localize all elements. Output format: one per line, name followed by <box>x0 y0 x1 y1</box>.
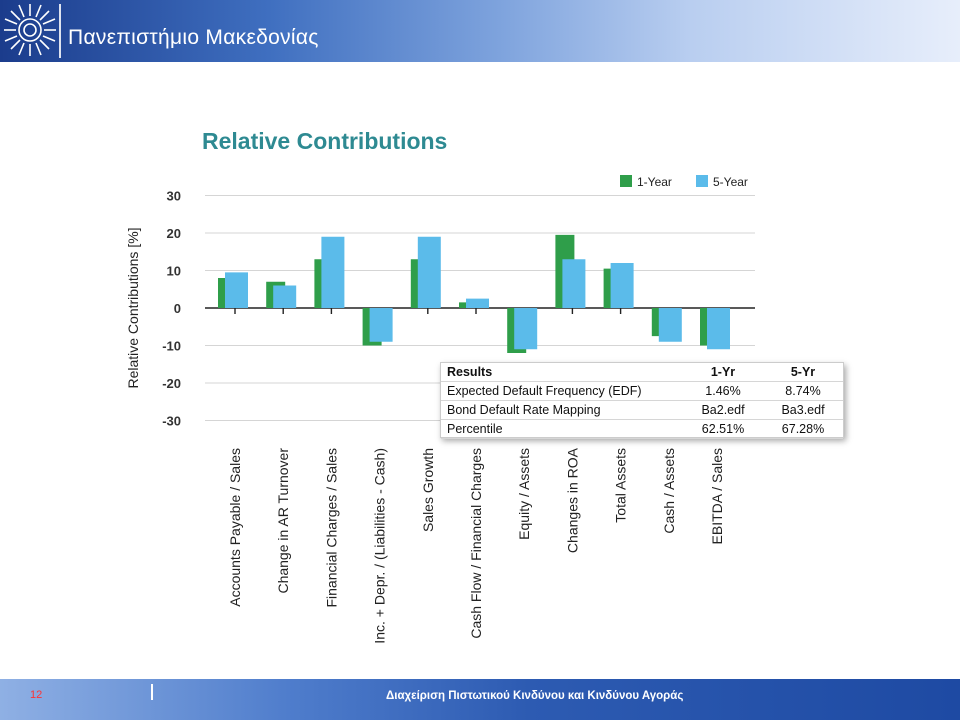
results-row: Expected Default Frequency (EDF) 1.46% 8… <box>441 381 843 401</box>
bar-5-year <box>466 298 489 308</box>
bar-5-year <box>707 308 730 350</box>
bar-5-year <box>273 285 297 308</box>
header-bar: Πανεπιστήμιο Μακεδονίας <box>0 0 960 62</box>
results-row-1yr: 1.46% <box>683 381 763 401</box>
y-tick-label: 10 <box>167 264 181 279</box>
y-tick-label: -30 <box>162 414 181 429</box>
bar-5-year <box>369 308 393 342</box>
results-header-label: Results <box>441 363 683 382</box>
results-row-label: Expected Default Frequency (EDF) <box>441 381 683 401</box>
x-category-label: Equity / Assets <box>516 448 532 540</box>
footer-bar <box>0 679 960 720</box>
university-seal-icon <box>4 4 56 56</box>
results-row-5yr: Ba3.edf <box>763 400 843 420</box>
legend-swatch-1-year <box>620 175 632 187</box>
y-axis-label: Relative Contributions [%] <box>125 227 141 388</box>
y-tick-label: -20 <box>162 376 181 391</box>
y-tick-label: 0 <box>174 301 181 316</box>
chart-title: Relative Contributions <box>202 128 448 154</box>
university-name: Πανεπιστήμιο Μακεδονίας <box>68 26 319 49</box>
bar-5-year <box>321 236 345 308</box>
x-category-label: Accounts Payable / Sales <box>227 448 243 607</box>
results-row-1yr: Ba2.edf <box>683 400 763 420</box>
legend-swatch-5-year <box>696 175 708 187</box>
x-category-label: Financial Charges / Sales <box>323 448 339 608</box>
y-tick-label: 20 <box>167 226 181 241</box>
x-category-label: Sales Growth <box>420 448 436 532</box>
x-category-label: Total Assets <box>613 448 629 523</box>
results-row-5yr: 67.28% <box>763 419 843 439</box>
x-category-label: Cash / Assets <box>661 448 677 534</box>
x-category-label: Change in AR Turnover <box>275 448 291 594</box>
results-header-1yr: 1-Yr <box>683 363 763 382</box>
x-category-label: EBITDA / Sales <box>709 448 725 544</box>
results-table: Results 1-Yr 5-Yr Expected Default Frequ… <box>440 362 844 439</box>
bar-5-year <box>658 308 682 342</box>
x-category-label: Changes in ROA <box>564 447 580 553</box>
results-row-label: Percentile <box>441 419 683 439</box>
relative-contributions-chart: 30 20 10 0 -10 -20 -30 Relative Contributions [… <box>125 175 755 644</box>
bar-5-year <box>225 272 248 308</box>
bar-5-year <box>562 259 586 308</box>
legend-label-1-year: 1-Year <box>637 175 672 189</box>
y-tick-label: -10 <box>162 339 181 354</box>
x-category-label: Cash Flow / Financial Charges <box>468 448 484 639</box>
results-row-label: Bond Default Rate Mapping <box>441 400 683 420</box>
header-divider <box>59 4 61 58</box>
bar-5-year <box>417 236 441 308</box>
page-number: 12 <box>30 689 43 701</box>
results-header-row: Results 1-Yr 5-Yr <box>441 363 843 382</box>
x-category-label: Inc. + Depr. / (Liabilities - Cash) <box>372 448 388 644</box>
legend-label-5-year: 5-Year <box>713 175 748 189</box>
footer-divider <box>151 684 153 700</box>
footer-course-title: Διαχείριση Πιστωτικού Κινδύνου και Κινδύ… <box>386 690 684 702</box>
bar-5-year <box>514 308 538 350</box>
y-tick-label: 30 <box>167 189 181 204</box>
results-row: Percentile 62.51% 67.28% <box>441 419 843 439</box>
results-header-5yr: 5-Yr <box>763 363 843 382</box>
results-row: Bond Default Rate Mapping Ba2.edf Ba3.ed… <box>441 400 843 420</box>
bar-5-year <box>610 263 634 308</box>
results-row-5yr: 8.74% <box>763 381 843 401</box>
results-row-1yr: 62.51% <box>683 419 763 439</box>
